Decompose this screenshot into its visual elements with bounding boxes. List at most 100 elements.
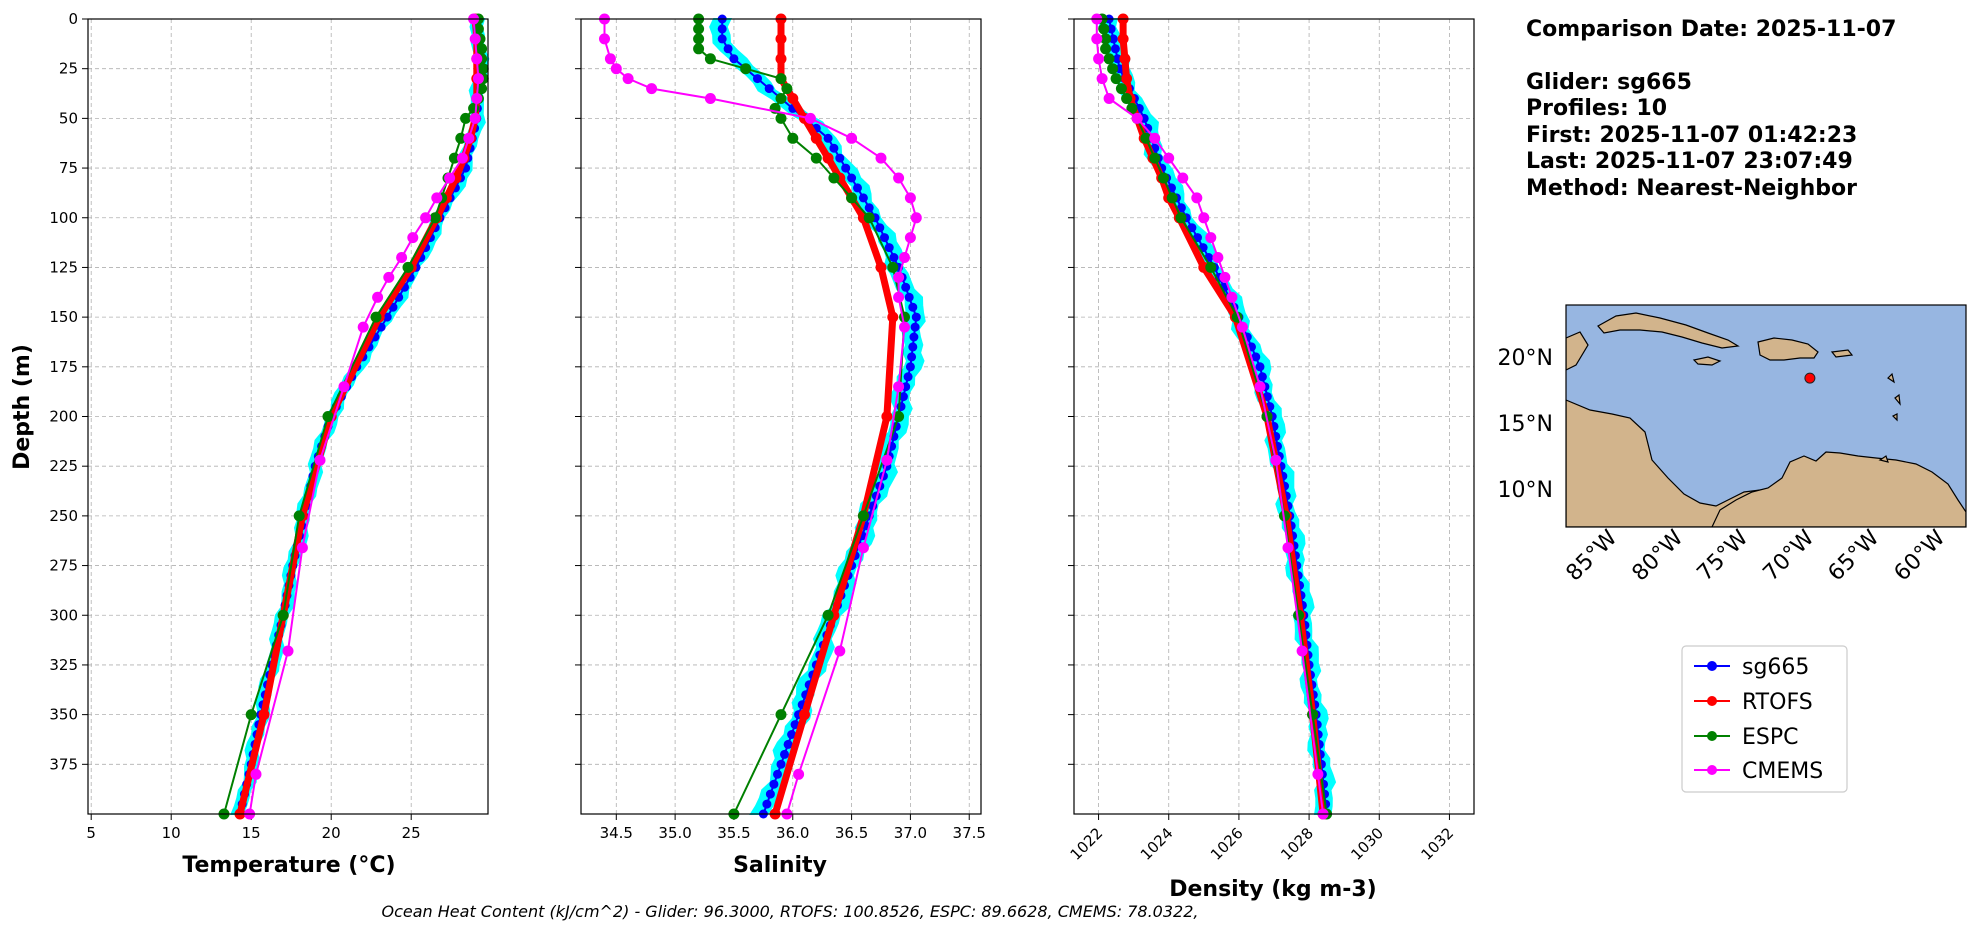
density-espc-point-13 [1158,172,1169,184]
temperature-espc-point-21 [245,709,257,721]
svg-text:ESPC: ESPC [1742,725,1799,750]
salinity-cmems-point-18 [893,381,905,393]
map-land-antilles [1878,372,1901,463]
temperature-espc-point-19 [293,510,305,522]
salinity-espc-point-20 [822,609,834,621]
salinity-sg665-point-7 [764,84,774,94]
salinity-sg665-point-34 [907,352,917,362]
ytick-label-1: 25 [59,60,78,78]
temperature-cmems-point-14 [372,291,384,303]
ytick-label-0: 0 [68,10,78,28]
map-land-puerto-rico [1830,349,1854,358]
legend-frame [1681,645,1848,793]
salinity-sg665-point-22 [880,233,889,243]
lon-label-85w: 85°W [1562,525,1623,586]
temperature-espc-point-16 [402,261,414,273]
map-land-cuba [1597,312,1740,349]
density-cmems-point-16 [1254,381,1266,393]
salinity-sg665-point-73 [783,739,793,749]
salinity-rtofs-point-16 [799,709,810,721]
salinity-espc-point-12 [810,152,822,164]
salinity-espc-point-5 [740,63,752,75]
density-axes-frame [1073,18,1475,815]
density-cmems-point-18 [1282,542,1294,554]
salinity-cmems-point-8 [846,132,858,144]
last-time: Last: 2025-11-07 23:07:49 [1526,149,1853,174]
temperature-cmems-point-17 [314,454,326,466]
lon-label-80w: 80°W [1628,525,1689,586]
salinity-rtofs-point-7 [822,152,834,164]
salinity-espc-point-15 [863,212,875,224]
density-espc-point-8 [1121,93,1133,104]
density-sg665-point-36 [1257,372,1267,382]
ytick-label-14: 350 [49,706,78,724]
salinity-sg665-point-1 [717,24,727,34]
salinity-xtick-label-0: 34.5 [600,824,633,842]
density-cmems-point-2 [1093,53,1105,65]
salinity-rtofs-point-1 [775,33,787,45]
temperature-xtick-label-2: 15 [242,824,261,842]
salinity-sg665-point-32 [909,332,919,342]
ytick-label-7: 175 [49,358,78,376]
temperature-axes-frame [87,18,489,815]
salinity-sg665-point-72 [787,730,797,739]
temperature-series-cmems [244,13,484,820]
density-cmems-point-6 [1149,132,1161,144]
salinity-espc-point-21 [775,709,787,721]
salinity-sg665-point-74 [780,749,789,759]
temperature-cmems-point-3 [472,73,484,85]
salinity-espc-point-19 [857,510,869,522]
temperature-cmems-point-5 [469,112,481,124]
salinity-espc-point-16 [887,261,899,273]
density-sg665-point-1 [1106,24,1116,34]
salinity-cmems-point-17 [899,321,910,333]
salinity-espc-point-1 [693,23,705,35]
first-time: First: 2025-11-07 01:42:23 [1526,123,1857,148]
salinity-series-espc [693,13,910,820]
temperature-cmems-point-9 [431,192,443,204]
salinity-xtick-label-3: 36.0 [776,824,809,842]
density-cmems-point-14 [1226,291,1238,303]
density-cmems-point-11 [1205,232,1217,244]
salinity-cmems-point-9 [875,152,887,164]
density-espc-point-3 [1100,43,1112,55]
density-xtick-label-3: 1028 [1277,824,1317,864]
density-xtick-label-4: 1030 [1347,824,1387,864]
legend-entry-rtofs: RTOFS [1694,690,1813,715]
density-cmems-point-13 [1219,271,1231,283]
salinity-rtofs-point-4 [787,93,799,104]
temperature-cmems-point-2 [471,53,483,65]
salinity-sg665-point-24 [889,253,899,262]
salinity-sg665-point-15 [841,163,851,173]
temperature-xtick-label-3: 20 [322,824,341,842]
temperature-espc-point-9 [468,102,480,114]
density-rtofs-point-1 [1117,33,1129,45]
temperature-espc-point-10 [460,112,472,124]
y-axis-label: Depth (m) [10,344,35,470]
temperature-cmems-point-12 [396,252,408,263]
salinity-cmems-point-6 [704,93,716,104]
temperature-espc-point-1 [472,23,484,35]
salinity-espc-point-10 [775,112,787,124]
temperature-xtick-label-0: 5 [86,824,96,842]
salinity-cmems-point-2 [604,53,616,65]
ytick-label-9: 225 [49,457,78,475]
ytick-label-5: 125 [49,258,78,276]
density-espc-point-6 [1110,73,1122,85]
salinity-sg665-point-39 [896,402,906,412]
salinity-sg665-point-13 [829,143,839,153]
glider-name: Glider: sg665 [1526,70,1692,95]
temperature-panel: 5 10 15 20 250255075100125150175200225250275… [49,10,490,842]
salinity-cmems-point-5 [646,83,658,95]
salinity-espc-point-13 [828,172,840,184]
salinity-sg665-point-12 [823,133,833,143]
density-espc-point-5 [1107,63,1119,75]
salinity-xtick-label-1: 35.0 [658,824,691,842]
density-espc-point-11 [1140,132,1152,144]
lat-label-15n: 15°N [1498,412,1553,437]
density-sg665-point-35 [1255,362,1265,372]
density-xtick-label-1: 1024 [1137,824,1177,864]
svg-text:sg665: sg665 [1742,655,1809,680]
density-cmems-line [1095,19,1325,815]
density-axis-label: Density (kg m-3) [1169,877,1377,902]
